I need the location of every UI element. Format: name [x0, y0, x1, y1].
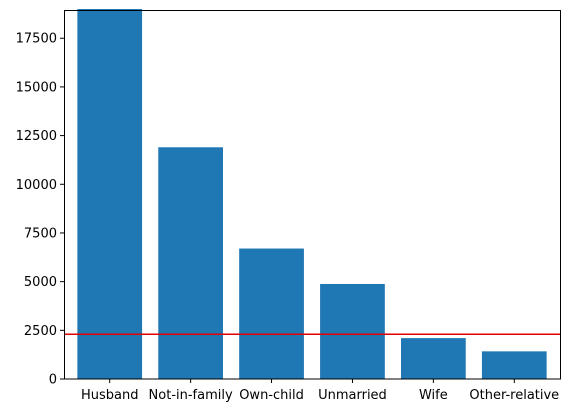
y-tick-label: 2500	[24, 324, 57, 339]
y-tick-label: 0	[49, 373, 57, 388]
y-tick-label: 17500	[16, 32, 57, 47]
x-tick-label: Not-in-family	[149, 388, 233, 403]
x-tick-label: Wife	[419, 388, 448, 403]
bars-group	[77, 9, 547, 379]
x-tick-label: Unmarried	[318, 388, 387, 403]
y-axis: 0 2500 5000 7500 10000 12500 15000 17500	[16, 32, 64, 388]
x-tick-label: Other-relative	[469, 388, 559, 403]
y-tick-label: 5000	[24, 275, 57, 290]
y-tick-label: 7500	[24, 226, 57, 241]
plot-frame	[64, 10, 561, 380]
y-tick-label: 10000	[16, 178, 57, 193]
bar-other-relative	[481, 351, 547, 379]
bar-wife	[401, 338, 466, 379]
bar-husband	[77, 9, 143, 379]
x-tick-label: Own-child	[239, 388, 304, 403]
bar-own-child	[239, 248, 304, 379]
x-tick-label: Husband	[81, 388, 139, 403]
x-axis: Husband Not-in-family Own-child Unmarried Wi…	[81, 379, 559, 403]
bar-unmarried	[320, 283, 385, 379]
bar-not-in-family	[158, 147, 223, 379]
y-tick-label: 12500	[16, 129, 57, 144]
y-tick-label: 15000	[16, 80, 57, 95]
